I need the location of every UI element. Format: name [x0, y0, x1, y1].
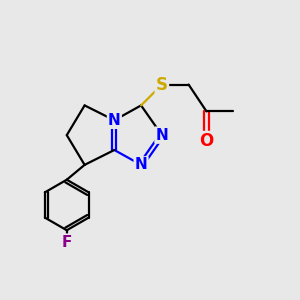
Text: O: O: [199, 132, 214, 150]
Text: N: N: [135, 158, 148, 172]
Text: F: F: [61, 235, 72, 250]
Text: N: N: [108, 113, 121, 128]
Text: S: S: [156, 76, 168, 94]
Text: N: N: [155, 128, 168, 142]
